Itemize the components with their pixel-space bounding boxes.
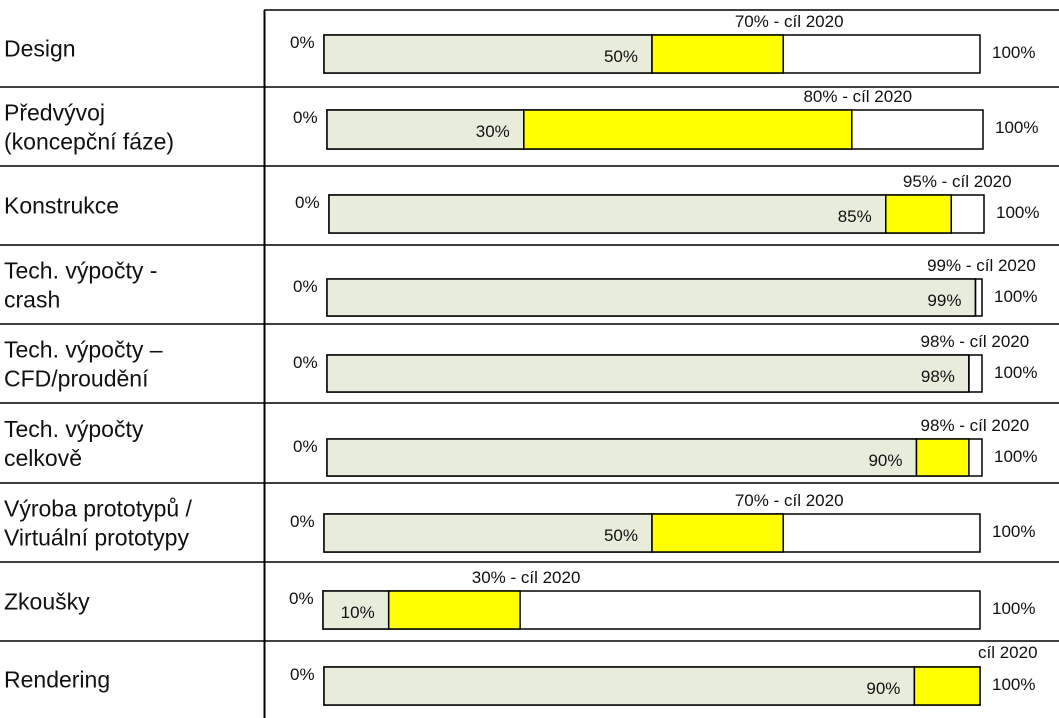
- target-label: cíl 2020: [978, 643, 1038, 662]
- current-value-label: 10%: [341, 603, 375, 622]
- bar-target-segment: [651, 513, 784, 553]
- bar-current-segment: [326, 278, 977, 317]
- axis-end-label: 100%: [994, 363, 1037, 382]
- target-label: 99% - cíl 2020: [927, 256, 1036, 275]
- category-label: Tech. výpočty: [4, 416, 144, 442]
- category-label: (koncepční fáze): [4, 129, 174, 155]
- current-value-label: 85%: [838, 207, 872, 226]
- category-label: Tech. výpočty -: [4, 258, 157, 284]
- category-label: Výroba prototypů /: [4, 496, 193, 522]
- bar-target-segment: [523, 109, 853, 150]
- current-value-label: 99%: [927, 291, 961, 310]
- category-label: crash: [4, 287, 60, 313]
- target-label: 95% - cíl 2020: [903, 172, 1012, 191]
- axis-end-label: 100%: [992, 599, 1035, 618]
- bar-current-segment: [323, 513, 653, 553]
- target-label: 70% - cíl 2020: [735, 12, 844, 31]
- target-label: 30% - cíl 2020: [472, 568, 581, 587]
- axis-start-label: 0%: [293, 437, 318, 456]
- bar-target-segment: [651, 34, 784, 74]
- bar-current-segment: [326, 109, 525, 150]
- bar-current-segment: [322, 590, 390, 630]
- axis-end-label: 100%: [995, 118, 1038, 137]
- target-label: 70% - cíl 2020: [735, 491, 844, 510]
- axis-end-label: 100%: [992, 43, 1035, 62]
- category-label: Konstrukce: [4, 193, 119, 219]
- axis-start-label: 0%: [293, 353, 318, 372]
- axis-end-label: 100%: [994, 447, 1037, 466]
- bar-target-segment: [913, 666, 981, 706]
- axis-start-label: 0%: [295, 193, 320, 212]
- category-label: Zkoušky: [4, 589, 90, 615]
- bar-current-segment: [326, 354, 970, 393]
- axis-end-label: 100%: [992, 675, 1035, 694]
- current-value-label: 50%: [604, 526, 638, 545]
- axis-start-label: 0%: [293, 108, 318, 127]
- axis-start-label: 0%: [290, 665, 315, 684]
- category-label: Předvývoj: [4, 100, 105, 126]
- bar-current-segment: [328, 194, 887, 234]
- axis-end-label: 100%: [994, 287, 1037, 306]
- bar-target-segment: [387, 590, 521, 630]
- current-value-label: 98%: [921, 367, 955, 386]
- bar-current-segment: [323, 666, 916, 706]
- category-label: Rendering: [4, 667, 110, 693]
- axis-end-label: 100%: [992, 522, 1035, 541]
- current-value-label: 50%: [604, 47, 638, 66]
- axis-end-label: 100%: [996, 203, 1039, 222]
- category-label: CFD/proudění: [4, 366, 149, 392]
- bar-target-segment: [915, 438, 970, 477]
- target-label: 80% - cíl 2020: [803, 87, 912, 106]
- current-value-label: 90%: [866, 679, 900, 698]
- category-label: Design: [4, 36, 76, 62]
- axis-start-label: 0%: [290, 33, 315, 52]
- target-label: 98% - cíl 2020: [921, 332, 1030, 351]
- axis-start-label: 0%: [289, 589, 314, 608]
- axis-start-label: 0%: [293, 277, 318, 296]
- bar-current-segment: [326, 438, 918, 477]
- category-label: celkově: [4, 445, 82, 471]
- current-value-label: 90%: [868, 451, 902, 470]
- axis-start-label: 0%: [290, 512, 315, 531]
- category-label: Tech. výpočty –: [4, 337, 163, 363]
- current-value-label: 30%: [476, 122, 510, 141]
- category-label: Virtuální prototypy: [4, 525, 189, 551]
- bar-target-segment: [885, 194, 952, 234]
- bar-current-segment: [323, 34, 653, 74]
- target-label: 98% - cíl 2020: [921, 416, 1030, 435]
